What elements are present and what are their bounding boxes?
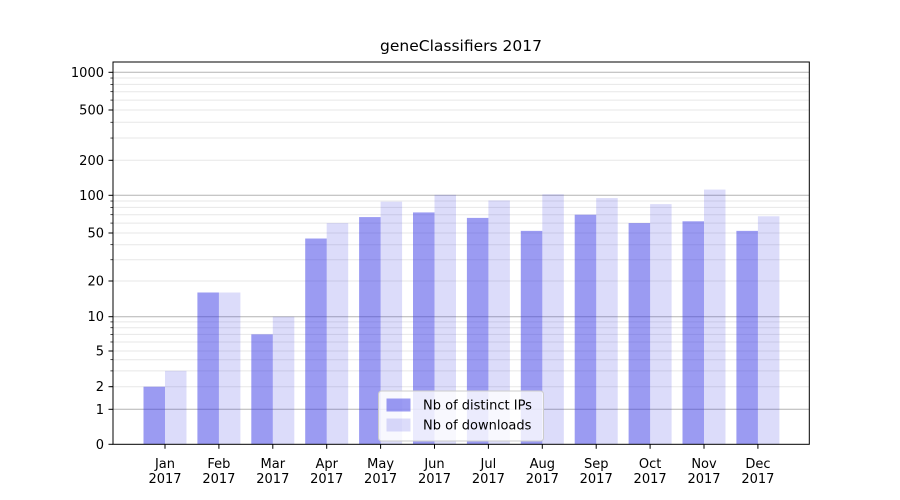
x-tick-label-year: 2017	[580, 472, 613, 487]
bar-ips-dec	[736, 230, 758, 445]
x-tick-label-year: 2017	[148, 472, 181, 487]
x-tick-label-month: Mar	[261, 457, 286, 472]
y-tick-label: 5	[96, 345, 104, 360]
bar-downloads-mar	[272, 316, 295, 445]
bar-downloads-jun	[434, 194, 456, 445]
bar-ips-may	[359, 217, 381, 445]
x-tick-label-year: 2017	[418, 472, 451, 487]
x-tick-label-year: 2017	[310, 472, 343, 487]
bar-ips-sep	[574, 214, 597, 445]
y-tick-label: 10	[87, 310, 104, 325]
bar-downloads-apr	[326, 223, 349, 445]
bar-ips-mar	[251, 334, 273, 445]
chart-title: geneClassifiers 2017	[380, 37, 542, 55]
x-tick-label-month: Jul	[480, 457, 497, 472]
bar-ips-jul	[466, 217, 489, 445]
x-tick-label-year: 2017	[687, 472, 720, 487]
x-tick-label-month: Sep	[584, 457, 609, 472]
y-tick-label: 2	[96, 380, 104, 395]
x-tick-label-year: 2017	[526, 472, 559, 487]
bar-ips-jan	[143, 386, 165, 445]
minor-gridlines	[113, 77, 810, 388]
bar-downloads-feb	[218, 292, 241, 445]
y-axis-ticks: 0 1 2 5 10 20 50 100 200 500 1000	[71, 66, 113, 453]
bar-downloads-may	[380, 201, 403, 445]
x-tick-label-month: Aug	[530, 457, 555, 472]
x-tick-label-month: Jan	[154, 457, 175, 472]
x-tick-label-month: Jun	[423, 457, 444, 472]
y-tick-label: 1	[96, 403, 104, 418]
bar-ips-apr	[305, 238, 327, 445]
bar-downloads-dec	[757, 216, 780, 445]
bar-downloads-aug	[542, 194, 564, 445]
x-tick-label-month: May	[367, 457, 394, 472]
x-tick-label-month: Apr	[315, 457, 338, 472]
bar-downloads-jan	[165, 370, 187, 445]
legend: Nb of distinct IPs Nb of downloads	[378, 390, 544, 442]
x-axis-ticks: Jan2017Feb2017Mar2017Apr2017May2017Jun20…	[148, 444, 774, 487]
x-tick-label-month: Dec	[745, 457, 770, 472]
bar-downloads-oct	[650, 204, 672, 445]
y-tick-label: 50	[87, 227, 104, 242]
x-tick-label-month: Feb	[207, 457, 230, 472]
y-tick-label: 1000	[71, 66, 104, 81]
x-tick-label-year: 2017	[741, 472, 774, 487]
y-tick-label: 500	[79, 104, 104, 119]
x-tick-label-year: 2017	[256, 472, 289, 487]
x-tick-label-year: 2017	[634, 472, 667, 487]
y-tick-label: 100	[79, 189, 104, 204]
bar-ips-jun	[413, 212, 435, 445]
legend-label-downloads: Nb of downloads	[423, 419, 532, 434]
y-tick-label: 20	[87, 275, 104, 290]
x-tick-label-year: 2017	[364, 472, 397, 487]
plot-border	[112, 61, 810, 445]
bar-downloads-sep	[596, 198, 618, 445]
bar-downloads-jul	[488, 200, 510, 445]
x-tick-label-year: 2017	[472, 472, 505, 487]
y-tick-label: 0	[96, 438, 104, 453]
x-tick-label-month: Nov	[691, 457, 717, 472]
bar-ips-feb	[197, 292, 219, 445]
bar-downloads-nov	[704, 189, 726, 445]
legend-label-ips: Nb of distinct IPs	[423, 399, 532, 414]
legend-swatch-downloads	[386, 418, 411, 432]
bar-ips-nov	[682, 221, 704, 445]
bar-ips-oct	[628, 223, 651, 445]
legend-swatch-ips	[386, 398, 411, 412]
x-tick-label-year: 2017	[202, 472, 235, 487]
y-tick-label: 200	[79, 154, 104, 169]
legend-box	[378, 390, 544, 442]
x-tick-label-month: Oct	[639, 457, 661, 472]
